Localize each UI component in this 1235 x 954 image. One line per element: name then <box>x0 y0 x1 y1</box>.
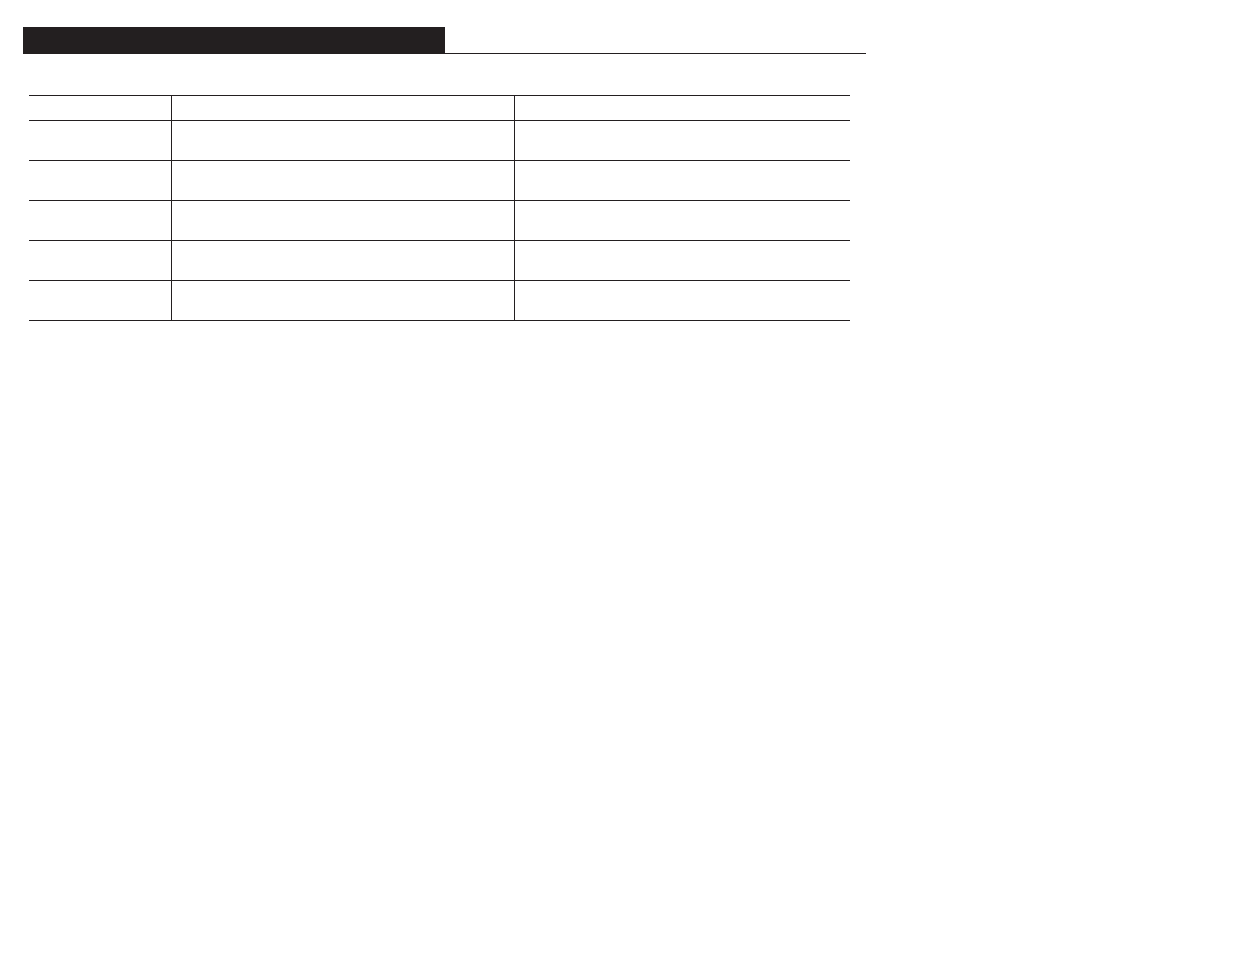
section-header-rule <box>23 53 866 54</box>
table-bottom-border <box>29 320 850 321</box>
table-row-divider <box>29 280 850 281</box>
section-header-bar <box>23 27 445 54</box>
table-col-divider <box>514 95 515 320</box>
table-top-border <box>29 95 850 96</box>
table-row-divider <box>29 120 850 121</box>
table-row-divider <box>29 200 850 201</box>
table-row-divider <box>29 240 850 241</box>
table-row-divider <box>29 160 850 161</box>
table-col-divider <box>171 95 172 320</box>
